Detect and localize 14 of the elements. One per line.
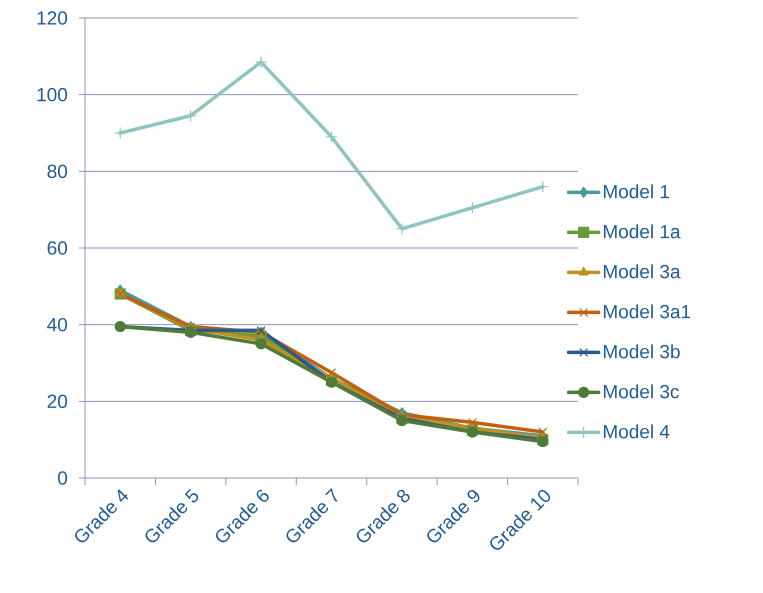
legend-label: Model 3b (604, 344, 680, 358)
y-tick-label: 80 (47, 164, 68, 178)
y-tick-label: 60 (48, 241, 68, 255)
legend-label: Model 4 (604, 424, 670, 438)
legend-label: Model 1 (604, 184, 670, 198)
y-tick-label: 100 (38, 88, 68, 102)
legend-label: Model 1a (604, 224, 680, 238)
y-tick-label: 0 (58, 471, 68, 485)
y-tick-label: 20 (48, 394, 68, 408)
legend-label: Model 3a (604, 264, 680, 278)
legend-label: Model 3c (604, 384, 679, 398)
y-tick-label: 40 (47, 318, 68, 332)
y-tick-label: 120 (38, 11, 68, 25)
legend-label: Model 3a1 (604, 304, 690, 318)
